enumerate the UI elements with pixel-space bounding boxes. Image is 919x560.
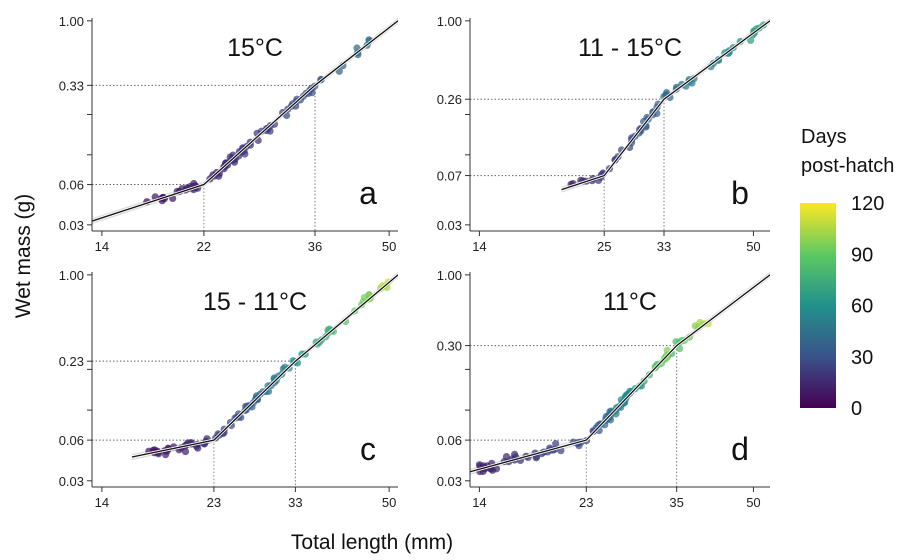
x-tick-label: 50 <box>746 495 760 510</box>
colorbar-tick-label: 120 <box>851 193 884 215</box>
treatment-label: 11°C <box>603 288 657 316</box>
panel-letter: b <box>731 175 749 211</box>
y-tick-label: 0.03 <box>59 218 84 233</box>
y-axis-label: Wet mass (g) <box>12 194 35 318</box>
y-tick-label: 0.06 <box>59 178 84 193</box>
fit-line <box>470 274 770 473</box>
data-point <box>676 345 684 353</box>
panel-letter: c <box>360 431 376 467</box>
colorbar-tick-label: 60 <box>851 296 873 318</box>
colorbar-tick-label: 90 <box>851 244 873 266</box>
y-tick-label: 0.33 <box>59 78 84 93</box>
y-tick-label: 0.03 <box>59 474 84 489</box>
fit-line <box>131 274 398 458</box>
fit-line <box>561 20 770 191</box>
x-tick-label: 23 <box>207 495 221 510</box>
colorbar-title-line1: Days <box>801 126 847 148</box>
data-point <box>552 440 560 448</box>
treatment-label: 15 - 11°C <box>203 288 307 316</box>
y-tick-label: 0.26 <box>437 92 462 107</box>
x-tick-label: 33 <box>288 495 302 510</box>
x-tick-label: 50 <box>382 495 396 510</box>
y-tick-label: 0.03 <box>437 218 462 233</box>
panel-c: 1.00 0.23 0.06 0.03 14 23 33 50 15 - 11°C c <box>59 268 398 510</box>
x-tick-label: 25 <box>597 239 611 254</box>
data-point <box>696 318 704 327</box>
data-point <box>747 36 755 45</box>
colorbar-tick-label: 0 <box>851 398 862 420</box>
x-tick-label: 35 <box>669 495 683 510</box>
y-tick-label: 1.00 <box>59 14 84 29</box>
x-tick-label: 23 <box>579 495 593 510</box>
x-tick-label: 33 <box>657 239 671 254</box>
y-tick-label: 1.00 <box>437 14 462 29</box>
y-tick-label: 1.00 <box>437 268 462 283</box>
treatment-label: 11 - 15°C <box>578 34 682 62</box>
x-tick-label: 36 <box>308 239 322 254</box>
colorbar-title-line2: post-hatch <box>801 155 894 177</box>
panel-letter: d <box>731 431 749 467</box>
y-tick-label: 0.23 <box>59 354 84 369</box>
data-point <box>162 451 170 459</box>
x-tick-label: 14 <box>472 495 486 510</box>
x-tick-label: 14 <box>95 495 109 510</box>
data-point <box>190 179 198 188</box>
panel-d: 1.00 0.30 0.06 0.03 14 23 35 50 11°C d <box>437 268 770 510</box>
y-tick-label: 0.06 <box>437 433 462 448</box>
panel-b: 1.00 0.26 0.07 0.03 14 25 33 50 11 - 15°C b <box>437 14 770 254</box>
y-tick-label: 0.07 <box>437 169 462 184</box>
x-tick-label: 50 <box>746 239 760 254</box>
x-tick-label: 14 <box>472 239 486 254</box>
colorbar-tick-label: 30 <box>851 347 873 369</box>
panel-letter: a <box>359 175 377 211</box>
colorbar-gradient <box>800 203 836 408</box>
y-tick-label: 1.00 <box>59 268 84 283</box>
x-axis-label: Total length (mm) <box>291 531 453 554</box>
y-tick-label: 0.30 <box>437 339 462 354</box>
x-tick-label: 14 <box>95 239 109 254</box>
y-tick-label: 0.03 <box>437 474 462 489</box>
x-tick-label: 50 <box>382 239 396 254</box>
data-point <box>502 453 511 461</box>
y-tick-label: 0.06 <box>59 433 84 448</box>
fit-line <box>92 20 398 222</box>
colorbar: Days post-hatch 120 90 60 30 0 <box>800 126 894 420</box>
treatment-label: 15°C <box>227 34 283 62</box>
panel-a: 1.00 0.33 0.06 0.03 14 22 36 50 15°C a <box>59 14 398 254</box>
x-tick-label: 22 <box>197 239 211 254</box>
